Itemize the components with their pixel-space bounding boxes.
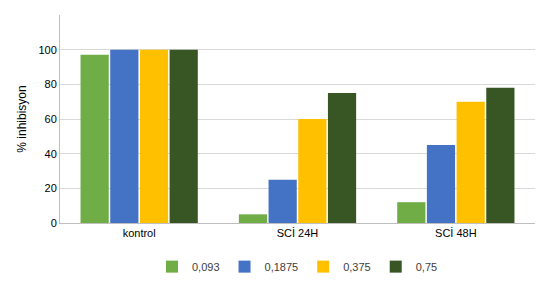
- svg-text:80: 80: [45, 78, 57, 90]
- svg-text:40: 40: [45, 148, 57, 160]
- svg-text:SCİ 24H: SCİ 24H: [277, 227, 319, 239]
- svg-text:SCİ 48H: SCİ 48H: [435, 227, 477, 239]
- svg-text:0,093: 0,093: [192, 261, 220, 273]
- svg-text:20: 20: [45, 182, 57, 194]
- svg-text:100: 100: [38, 44, 56, 56]
- svg-text:% inhibisyon: % inhibisyon: [15, 85, 29, 152]
- svg-text:60: 60: [45, 113, 57, 125]
- svg-text:0,375: 0,375: [343, 261, 371, 273]
- svg-text:kontrol: kontrol: [123, 227, 156, 239]
- svg-text:0: 0: [51, 217, 57, 229]
- svg-text:0,75: 0,75: [416, 261, 437, 273]
- svg-text:0,1875: 0,1875: [265, 261, 299, 273]
